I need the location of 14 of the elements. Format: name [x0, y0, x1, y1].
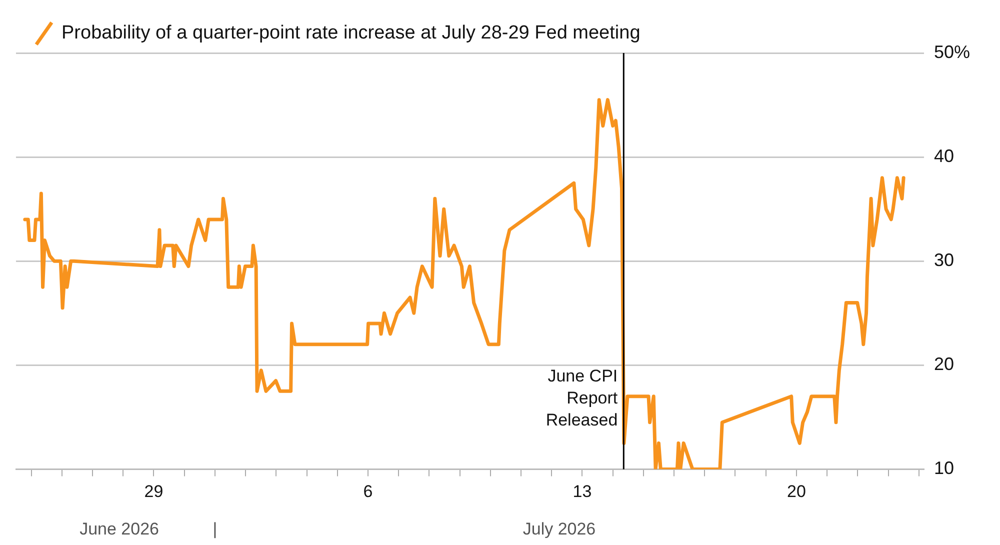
y-tick-label: 30	[934, 250, 954, 270]
x-tick-label: 20	[786, 482, 806, 502]
y-tick-label: 40	[934, 146, 954, 166]
x-tick-label: 29	[144, 482, 164, 502]
x2-tick-label: June 2026	[80, 519, 159, 538]
ref-line-label: June CPI Report Released	[546, 366, 618, 430]
x-tick-label: 13	[572, 482, 592, 502]
y-tick-label: 20	[934, 354, 954, 374]
x2-tick-label: |	[212, 519, 218, 538]
legend-label: Probability of a quarter-point rate increase at July 28-29 Fed meeting	[62, 22, 640, 44]
y-tick-label: 50%	[934, 42, 970, 62]
y-tick-label: 10	[934, 458, 954, 478]
x-tick-label: 6	[363, 482, 373, 502]
x2-tick-label: July 2026	[522, 519, 596, 538]
